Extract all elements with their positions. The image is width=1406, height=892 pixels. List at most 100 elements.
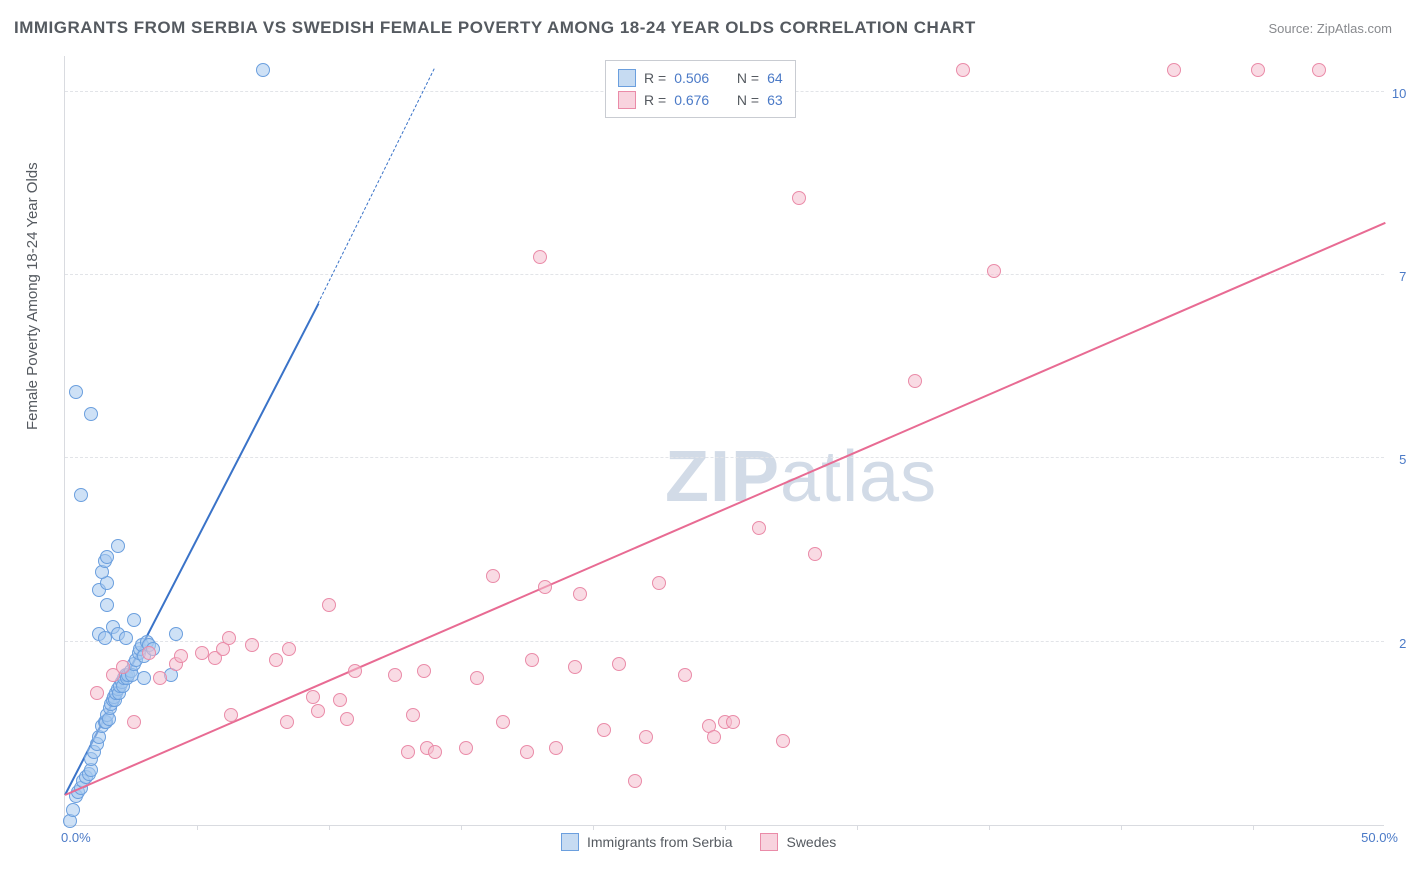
correlation-legend: R = 0.506 N = 64 R = 0.676 N = 63 bbox=[605, 60, 796, 118]
data-point bbox=[174, 649, 188, 663]
legend-swatch bbox=[618, 91, 636, 109]
x-tick bbox=[725, 825, 726, 830]
data-point bbox=[66, 803, 80, 817]
data-point bbox=[401, 745, 415, 759]
data-point bbox=[348, 664, 362, 678]
data-point bbox=[628, 774, 642, 788]
data-point bbox=[1312, 63, 1326, 77]
y-axis-label: Female Poverty Among 18-24 Year Olds bbox=[24, 162, 41, 430]
data-point bbox=[340, 712, 354, 726]
chart-title: IMMIGRANTS FROM SERBIA VS SWEDISH FEMALE… bbox=[14, 18, 976, 38]
data-point bbox=[568, 660, 582, 674]
legend-r-label: R = bbox=[644, 67, 666, 89]
scatter-plot: ZIPatlas 25.0%50.0%75.0%100.0%0.0%50.0% … bbox=[64, 56, 1384, 826]
data-point bbox=[752, 521, 766, 535]
legend-r-label: R = bbox=[644, 89, 666, 111]
watermark-bold: ZIP bbox=[665, 437, 780, 517]
data-point bbox=[678, 668, 692, 682]
x-tick-label: 50.0% bbox=[1361, 830, 1398, 845]
data-point bbox=[311, 704, 325, 718]
data-point bbox=[69, 385, 83, 399]
data-point bbox=[520, 745, 534, 759]
chart-source: Source: ZipAtlas.com bbox=[1268, 21, 1392, 36]
data-point bbox=[245, 638, 259, 652]
data-point bbox=[224, 708, 238, 722]
data-point bbox=[406, 708, 420, 722]
legend-n-value: 63 bbox=[767, 89, 783, 111]
data-point bbox=[597, 723, 611, 737]
data-point bbox=[776, 734, 790, 748]
data-point bbox=[100, 598, 114, 612]
legend-item: Immigrants from Serbia bbox=[561, 833, 732, 851]
data-point bbox=[90, 686, 104, 700]
data-point bbox=[792, 191, 806, 205]
data-point bbox=[908, 374, 922, 388]
data-point bbox=[1167, 63, 1181, 77]
data-point bbox=[956, 63, 970, 77]
data-point bbox=[486, 569, 500, 583]
legend-swatch bbox=[760, 833, 778, 851]
gridline bbox=[65, 641, 1384, 642]
data-point bbox=[84, 407, 98, 421]
legend-label: Immigrants from Serbia bbox=[587, 834, 732, 850]
data-point bbox=[525, 653, 539, 667]
x-tick bbox=[989, 825, 990, 830]
data-point bbox=[153, 671, 167, 685]
data-point bbox=[127, 715, 141, 729]
x-tick bbox=[1253, 825, 1254, 830]
data-point bbox=[333, 693, 347, 707]
data-point bbox=[306, 690, 320, 704]
x-tick bbox=[461, 825, 462, 830]
trendline-dashed bbox=[318, 69, 435, 304]
data-point bbox=[726, 715, 740, 729]
legend-n-label: N = bbox=[737, 67, 759, 89]
legend-swatch bbox=[561, 833, 579, 851]
legend-r-value: 0.676 bbox=[674, 89, 709, 111]
x-tick bbox=[197, 825, 198, 830]
data-point bbox=[127, 613, 141, 627]
data-point bbox=[100, 550, 114, 564]
gridline bbox=[65, 457, 1384, 458]
x-tick bbox=[1121, 825, 1122, 830]
data-point bbox=[573, 587, 587, 601]
legend-label: Swedes bbox=[786, 834, 836, 850]
y-tick-label: 100.0% bbox=[1392, 86, 1406, 101]
legend-r-value: 0.506 bbox=[674, 67, 709, 89]
y-tick-label: 50.0% bbox=[1399, 452, 1406, 467]
gridline bbox=[65, 274, 1384, 275]
data-point bbox=[169, 627, 183, 641]
data-point bbox=[538, 580, 552, 594]
data-point bbox=[496, 715, 510, 729]
data-point bbox=[652, 576, 666, 590]
data-point bbox=[269, 653, 283, 667]
x-tick bbox=[857, 825, 858, 830]
data-point bbox=[282, 642, 296, 656]
legend-n-value: 64 bbox=[767, 67, 783, 89]
x-tick-label: 0.0% bbox=[61, 830, 91, 845]
x-tick bbox=[329, 825, 330, 830]
data-point bbox=[533, 250, 547, 264]
legend-item: Swedes bbox=[760, 833, 836, 851]
legend-row: R = 0.506 N = 64 bbox=[618, 67, 783, 89]
data-point bbox=[470, 671, 484, 685]
data-point bbox=[987, 264, 1001, 278]
data-point bbox=[549, 741, 563, 755]
data-point bbox=[1251, 63, 1265, 77]
data-point bbox=[639, 730, 653, 744]
data-point bbox=[222, 631, 236, 645]
series-legend: Immigrants from Serbia Swedes bbox=[561, 833, 836, 851]
x-tick bbox=[593, 825, 594, 830]
data-point bbox=[111, 539, 125, 553]
data-point bbox=[256, 63, 270, 77]
y-tick-label: 75.0% bbox=[1399, 269, 1406, 284]
data-point bbox=[388, 668, 402, 682]
data-point bbox=[459, 741, 473, 755]
trendline bbox=[65, 222, 1386, 796]
data-point bbox=[428, 745, 442, 759]
data-point bbox=[322, 598, 336, 612]
data-point bbox=[195, 646, 209, 660]
data-point bbox=[707, 730, 721, 744]
data-point bbox=[142, 646, 156, 660]
y-tick-label: 25.0% bbox=[1399, 636, 1406, 651]
legend-row: R = 0.676 N = 63 bbox=[618, 89, 783, 111]
